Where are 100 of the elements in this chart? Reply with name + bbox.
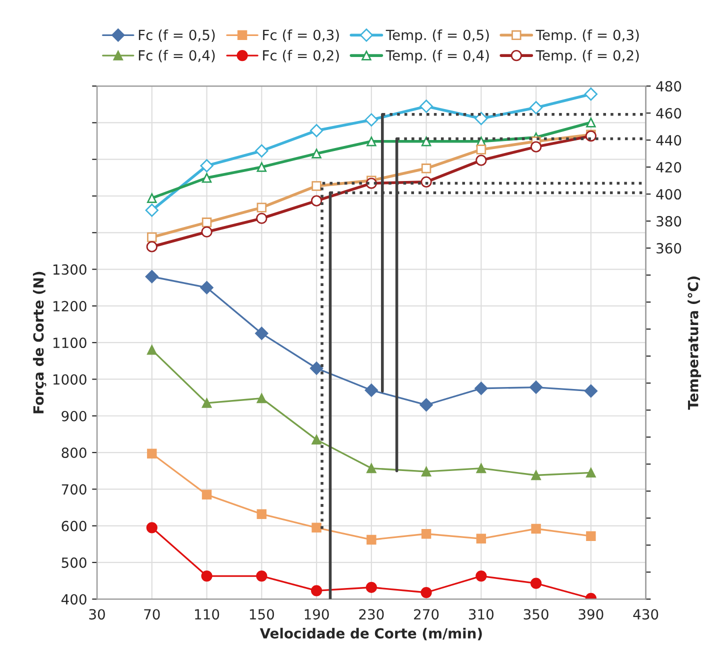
point bbox=[147, 193, 157, 203]
point bbox=[476, 570, 487, 582]
point bbox=[586, 118, 596, 128]
point bbox=[147, 448, 157, 458]
point bbox=[364, 113, 378, 126]
x-tick-label: 390 bbox=[578, 609, 604, 620]
point bbox=[366, 582, 377, 593]
point bbox=[310, 362, 324, 375]
point bbox=[476, 144, 486, 154]
y2-tick-label: 380 bbox=[656, 216, 682, 227]
point bbox=[145, 204, 158, 217]
point bbox=[421, 136, 432, 146]
point bbox=[202, 218, 212, 228]
point bbox=[586, 531, 596, 541]
point bbox=[201, 570, 212, 582]
y-tick-label: 500 bbox=[62, 557, 86, 568]
point bbox=[586, 468, 596, 478]
point bbox=[202, 490, 212, 500]
point bbox=[200, 281, 214, 294]
point bbox=[200, 159, 214, 172]
point bbox=[366, 534, 376, 545]
y-tick-label: 600 bbox=[62, 520, 86, 532]
x-tick-label: 30 bbox=[89, 609, 105, 620]
point bbox=[256, 393, 267, 404]
point bbox=[420, 398, 433, 412]
point bbox=[202, 398, 212, 408]
point bbox=[366, 136, 376, 146]
y-tick-label: 400 bbox=[61, 594, 86, 605]
point bbox=[531, 524, 541, 534]
x-tick-label: 430 bbox=[633, 609, 658, 620]
legend-label: Temp. (f = 0,4) bbox=[386, 50, 489, 64]
y2-tick-label: 400 bbox=[656, 189, 682, 200]
y-tick-label: 1100 bbox=[53, 338, 86, 348]
point bbox=[147, 345, 157, 355]
point bbox=[364, 384, 378, 397]
point bbox=[310, 124, 324, 138]
y2-tick-label: 360 bbox=[656, 243, 682, 254]
y2-tick-label: 480 bbox=[656, 81, 682, 92]
point bbox=[256, 509, 267, 519]
y2-tick-label: 460 bbox=[656, 108, 682, 119]
point bbox=[255, 326, 268, 340]
point bbox=[476, 534, 486, 544]
point bbox=[145, 270, 158, 284]
legend-label: Fc (f = 0,5) bbox=[138, 29, 215, 42]
point bbox=[310, 195, 322, 206]
legend-label: Temp. (f = 0,2) bbox=[536, 50, 639, 64]
y-tick-label: 900 bbox=[62, 410, 86, 422]
point bbox=[420, 586, 432, 598]
y-tick-label: 1000 bbox=[53, 374, 86, 385]
x-tick-label: 270 bbox=[414, 609, 439, 620]
y2-tick-label: 440 bbox=[656, 135, 682, 146]
point bbox=[420, 100, 433, 113]
y-tick-label: 700 bbox=[62, 484, 86, 495]
point bbox=[256, 570, 268, 582]
x-tick-label: 230 bbox=[359, 609, 384, 620]
x-tick-label: 150 bbox=[250, 609, 274, 620]
point bbox=[476, 463, 486, 474]
y2-axis-title: Temperatura (°C) bbox=[688, 276, 702, 410]
point bbox=[529, 380, 543, 394]
point bbox=[312, 522, 322, 533]
point bbox=[146, 241, 158, 252]
point bbox=[474, 382, 488, 395]
point bbox=[255, 144, 268, 158]
point bbox=[529, 101, 543, 114]
y-axis-title: Força de Corte (N) bbox=[32, 272, 46, 414]
point bbox=[147, 232, 157, 242]
point bbox=[256, 202, 267, 212]
point bbox=[366, 463, 376, 474]
point bbox=[202, 173, 212, 183]
legend-label: Fc (f = 0,2) bbox=[263, 50, 339, 62]
point bbox=[312, 181, 322, 191]
legend-label: Fc (f = 0,3) bbox=[263, 29, 339, 42]
point bbox=[421, 164, 432, 174]
point bbox=[584, 384, 598, 398]
legend-label: Fc (f = 0,4) bbox=[138, 50, 215, 62]
y2-tick-label: 420 bbox=[656, 162, 682, 173]
x-tick-label: 110 bbox=[195, 609, 220, 620]
point bbox=[421, 466, 432, 476]
point bbox=[530, 578, 542, 589]
y-tick-label: 1200 bbox=[53, 300, 86, 312]
x-tick-label: 310 bbox=[468, 609, 494, 620]
point bbox=[531, 470, 541, 480]
x-tick-label: 190 bbox=[304, 609, 329, 620]
point bbox=[530, 141, 542, 152]
point bbox=[476, 154, 487, 166]
legend-label: Temp. (f = 0,5) bbox=[386, 29, 489, 43]
point bbox=[146, 522, 158, 534]
x-axis-title: Velocidade de Corte (m/min) bbox=[260, 628, 482, 640]
x-tick-label: 350 bbox=[524, 609, 548, 620]
point bbox=[256, 212, 268, 224]
point bbox=[584, 88, 598, 101]
y-tick-label: 800 bbox=[62, 447, 86, 458]
point bbox=[420, 176, 432, 188]
point bbox=[312, 148, 322, 158]
point bbox=[474, 112, 488, 126]
point bbox=[310, 585, 322, 596]
point bbox=[256, 162, 267, 172]
point bbox=[421, 529, 432, 539]
x-tick-label: 70 bbox=[144, 609, 160, 620]
y-tick-label: 1300 bbox=[53, 264, 86, 275]
